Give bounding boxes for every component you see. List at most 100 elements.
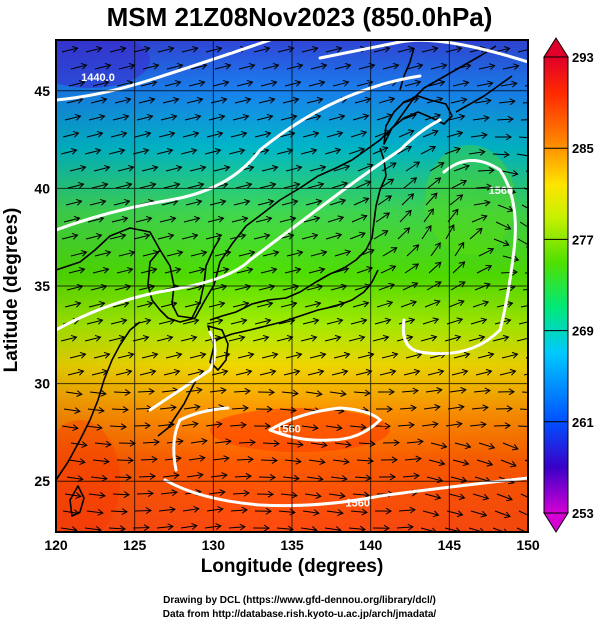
colorbar-top-arrow xyxy=(543,37,569,58)
wind-vector xyxy=(303,217,320,223)
wind-vector xyxy=(93,166,110,172)
wind-vector-head xyxy=(436,96,444,104)
wind-vector-head xyxy=(530,135,535,141)
wind-vector-head xyxy=(484,199,491,207)
wind-vector xyxy=(207,217,224,223)
wind-vector-head xyxy=(476,227,483,235)
wind-vector xyxy=(187,183,204,189)
wind-vector-head xyxy=(266,113,274,121)
height-contours xyxy=(56,40,528,508)
wind-vector-head xyxy=(317,181,325,189)
wind-vector xyxy=(475,370,492,376)
wind-vector xyxy=(113,200,130,206)
wind-vector-head xyxy=(531,302,537,308)
wind-vector-head xyxy=(244,96,252,104)
wind-vector xyxy=(281,391,298,395)
wind-vector xyxy=(280,115,297,121)
wind-vector xyxy=(356,267,373,274)
wind-vector-head xyxy=(314,300,322,308)
wind-vector-head xyxy=(362,300,370,308)
wind-vector xyxy=(112,302,129,308)
wind-vector xyxy=(182,508,199,512)
wind-vector-head xyxy=(409,506,416,514)
wind-vector xyxy=(300,149,317,155)
wind-vector-head xyxy=(529,424,534,430)
wind-vector xyxy=(376,301,393,308)
wind-vector xyxy=(62,132,79,138)
wind-vector xyxy=(84,149,101,155)
wind-vector-head xyxy=(121,508,128,516)
wind-vector-head xyxy=(195,198,203,206)
wind-vector xyxy=(382,247,397,257)
wind-vector-head xyxy=(412,244,420,251)
wind-vector-head xyxy=(508,388,515,396)
wind-vector xyxy=(522,101,528,104)
wind-vector xyxy=(304,493,321,497)
wind-vector-head xyxy=(334,147,342,155)
wind-vector xyxy=(164,268,181,274)
wind-vector-head xyxy=(170,404,177,412)
y-tick-label: 35 xyxy=(34,278,50,294)
wind-vector xyxy=(91,370,108,376)
wind-vector xyxy=(206,132,223,138)
contour-1580 xyxy=(172,406,230,472)
x-tick-label: 150 xyxy=(516,537,540,553)
wind-vector-head xyxy=(122,406,129,413)
wind-vector xyxy=(213,353,230,359)
wind-vector xyxy=(92,268,109,274)
wind-vector xyxy=(67,370,84,376)
wind-vector xyxy=(259,370,276,376)
wind-vector-head xyxy=(432,317,440,324)
wind-vector-head xyxy=(464,63,472,70)
wind-vector-head xyxy=(462,459,470,467)
wind-vector xyxy=(469,423,486,427)
wind-vector xyxy=(424,114,441,121)
wind-vector-head xyxy=(219,198,227,206)
wind-vector-head xyxy=(142,147,150,155)
wind-vector xyxy=(428,261,442,274)
x-tick-label: 120 xyxy=(44,537,68,553)
wind-vector xyxy=(404,263,419,274)
wind-vector xyxy=(501,353,518,359)
wind-vector-head xyxy=(122,113,130,121)
wind-vector-head xyxy=(413,161,421,168)
wind-vector-head xyxy=(249,439,256,446)
wind-vector xyxy=(398,130,414,138)
wind-vector-head xyxy=(318,79,326,87)
wind-vector xyxy=(204,149,221,155)
wind-vector-head xyxy=(123,198,131,206)
wind-vector xyxy=(212,81,229,87)
wind-vector-head xyxy=(502,334,510,342)
wind-vector-head xyxy=(531,407,536,413)
wind-vector-head xyxy=(504,223,512,230)
wind-vector xyxy=(450,98,467,104)
wind-vector xyxy=(375,212,390,223)
wind-vector-head xyxy=(365,368,373,376)
x-tick-label: 130 xyxy=(202,537,226,553)
wind-vector xyxy=(472,117,489,121)
wind-vector xyxy=(501,170,518,175)
wind-vector-head xyxy=(262,334,270,342)
wind-vector xyxy=(85,47,102,53)
wind-vector-head xyxy=(405,145,413,152)
wind-vector xyxy=(206,319,223,325)
wind-vector xyxy=(473,201,490,206)
wind-vector-head xyxy=(151,455,158,463)
wind-vector-head xyxy=(536,445,542,450)
wind-vector xyxy=(421,423,438,427)
wind-vector-head xyxy=(319,351,327,359)
wind-vector-head xyxy=(362,197,370,204)
wind-vector xyxy=(518,321,528,325)
wind-vector-head xyxy=(485,368,493,376)
wind-vector-head xyxy=(390,162,397,169)
wind-vector xyxy=(185,389,202,393)
wind-vector-head xyxy=(364,389,371,397)
wind-vector-head xyxy=(503,46,511,53)
wind-vector-head xyxy=(381,230,389,237)
wind-vector-head xyxy=(238,147,246,155)
wind-vector xyxy=(429,162,444,172)
wind-vector xyxy=(518,510,528,516)
wind-vector xyxy=(305,200,322,206)
wind-vector xyxy=(110,319,127,325)
wind-vector-head xyxy=(344,62,352,70)
